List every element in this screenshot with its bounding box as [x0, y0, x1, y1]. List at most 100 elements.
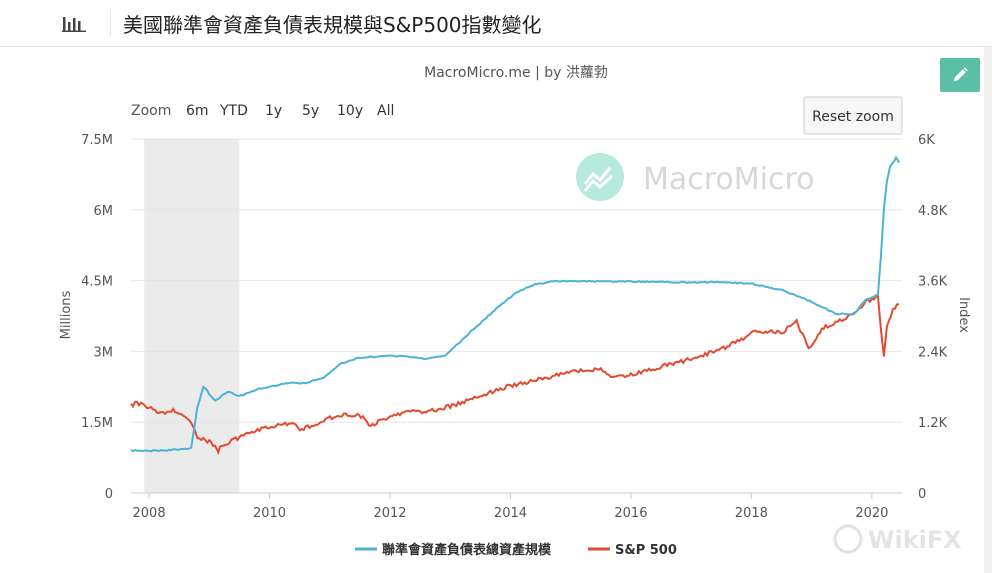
x-tick-label: 2016	[614, 506, 647, 521]
sp500-point	[130, 404, 132, 406]
balance-sheet-point	[220, 395, 222, 397]
balance-sheet-point	[886, 180, 888, 182]
sp500-point	[437, 408, 439, 410]
balance-sheet-point	[268, 386, 270, 388]
sp500-point	[298, 428, 300, 430]
balance-sheet-point	[407, 355, 409, 357]
right-tick-label: 1.2K	[918, 416, 948, 431]
sp500-point	[865, 301, 867, 303]
sp500-point	[690, 358, 692, 360]
right-axis-ticks: 0 1.2K 2.4K 3.6K 4.8K 6K	[918, 133, 948, 502]
sp500-point	[600, 368, 602, 370]
sp500-point	[232, 439, 234, 441]
series-line-balance-sheet	[130, 155, 900, 453]
x-tick-label: 2012	[373, 506, 406, 521]
x-tick-label: 2010	[253, 506, 286, 521]
left-axis-label: Millions	[59, 290, 74, 339]
zoom-label: Zoom	[131, 103, 171, 119]
balance-sheet-point	[304, 382, 306, 384]
sp500-point	[160, 412, 162, 414]
sp500-point	[262, 427, 264, 429]
sp500-point	[172, 409, 174, 411]
series-line-sp500	[130, 292, 900, 456]
balance-sheet-point	[835, 312, 837, 314]
range-selector: Zoom 6m YTD 1y 5y 10y All	[131, 103, 394, 119]
gridlines	[131, 138, 902, 494]
balance-sheet-point	[425, 358, 427, 360]
legend: 聯準會資產負債表總資產規模 S&P 500	[355, 542, 677, 558]
wikifx-logo-icon	[833, 524, 863, 554]
balance-sheet-point	[533, 283, 535, 285]
page-title: 美國聯準會資產負債表規模與S&P500指數變化	[123, 13, 542, 37]
pencil-icon	[954, 67, 968, 81]
legend-label-sp500[interactable]: S&P 500	[615, 543, 677, 558]
sp500-point	[666, 364, 668, 366]
balance-sheet-point	[178, 448, 180, 450]
balance-sheet-point	[238, 395, 240, 397]
sp500-point	[347, 413, 349, 415]
balance-sheet-point	[880, 256, 882, 258]
left-axis-ticks: 0 1.5M 3M 4.5M 6M 7.5M	[81, 133, 113, 502]
sp500-point	[822, 327, 824, 329]
right-tick-label: 6K	[918, 133, 935, 148]
sp500-point	[886, 327, 888, 329]
sp500-point	[280, 424, 282, 426]
range-1y-button[interactable]: 1y	[265, 103, 282, 119]
edit-button[interactable]	[940, 58, 980, 92]
balance-sheet-point	[780, 289, 782, 291]
balance-sheet-point	[377, 355, 379, 357]
left-tick-label: 3M	[94, 345, 114, 360]
chart-subtitle: MacroMicro.me | by 洪蘿勃	[424, 65, 608, 81]
left-tick-label: 4.5M	[81, 275, 113, 290]
balance-sheet-point	[551, 280, 553, 282]
sp500-point	[202, 439, 204, 441]
sp500-point	[244, 433, 246, 435]
range-6m-button[interactable]: 6m	[186, 103, 209, 119]
balance-sheet-point	[720, 281, 722, 283]
x-tick-label: 2008	[133, 506, 166, 521]
wikifx-watermark: WikiFX	[833, 524, 962, 554]
balance-sheet-point	[208, 393, 210, 395]
range-ytd-button[interactable]: YTD	[219, 103, 248, 119]
range-5y-button[interactable]: 5y	[302, 103, 319, 119]
balance-sheet-point	[389, 354, 391, 356]
balance-sheet-point	[244, 393, 246, 395]
balance-sheet-point	[341, 362, 343, 364]
sp500-point	[880, 330, 882, 332]
right-tick-label: 2.4K	[918, 345, 948, 360]
sp500-point	[642, 371, 644, 373]
range-10y-button[interactable]: 10y	[337, 103, 363, 119]
balance-sheet-point	[359, 356, 361, 358]
range-all-button[interactable]: All	[377, 103, 394, 119]
sp500-point	[419, 410, 421, 412]
reset-zoom-button[interactable]: Reset zoom	[803, 96, 903, 135]
sp500-point	[184, 415, 186, 417]
watermark-text: MacroMicro	[643, 162, 815, 197]
sp500-point	[795, 321, 797, 323]
balance-sheet-point	[226, 390, 228, 392]
balance-sheet-point	[570, 280, 572, 282]
left-tick-label: 7.5M	[81, 133, 113, 148]
balance-sheet-point	[889, 166, 891, 168]
sp500-point	[479, 394, 481, 396]
watermark-logo-icon	[576, 153, 624, 201]
balance-sheet-point	[214, 400, 216, 402]
sp500-point	[190, 421, 192, 423]
sp500-point	[630, 374, 632, 376]
right-tick-label: 0	[918, 487, 926, 502]
balance-sheet-point	[660, 281, 662, 283]
sp500-point	[612, 377, 614, 379]
sp500-point	[756, 330, 758, 332]
reset-zoom-box[interactable]	[803, 96, 903, 135]
left-tick-label: 0	[105, 487, 113, 502]
sp500-point	[217, 449, 219, 451]
sp500-point	[780, 331, 782, 333]
legend-label-balance-sheet[interactable]: 聯準會資產負債表總資產規模	[382, 542, 552, 558]
reset-zoom-label: Reset zoom	[812, 109, 894, 125]
sp500-point	[383, 418, 385, 420]
balance-sheet-point	[690, 281, 692, 283]
balance-sheet-point	[202, 386, 204, 388]
sp500-point	[136, 402, 138, 404]
scrollbar[interactable]	[984, 47, 992, 573]
balance-sheet-point	[853, 313, 855, 315]
